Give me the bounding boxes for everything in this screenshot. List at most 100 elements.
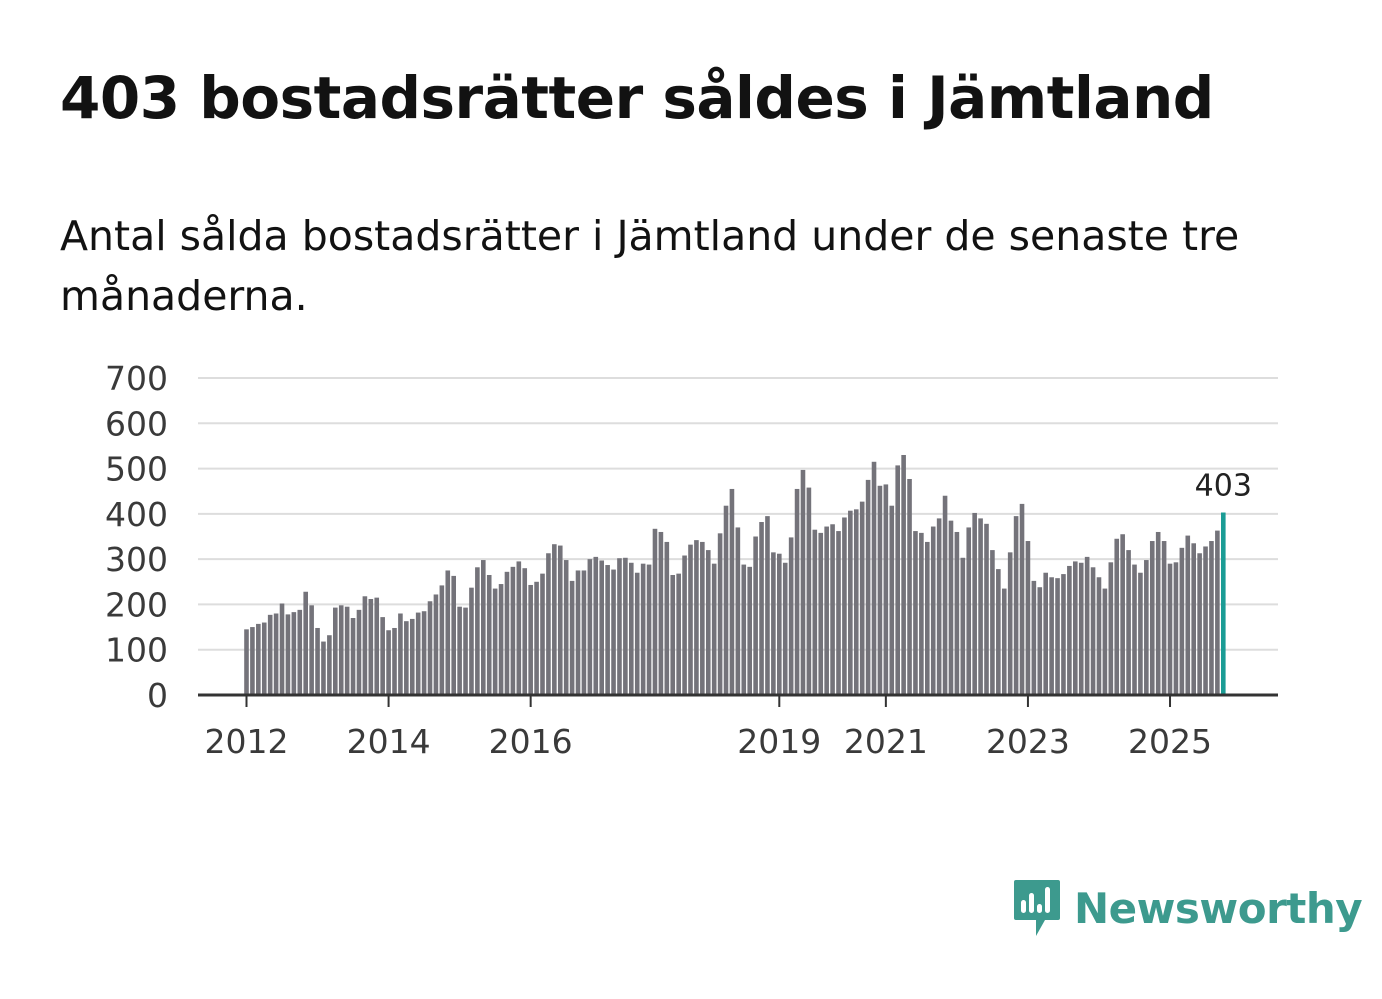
bar (1120, 534, 1125, 695)
bar (546, 553, 551, 695)
bar (1185, 535, 1191, 695)
bar (996, 569, 1001, 695)
x-tick-label: 2014 (347, 722, 431, 761)
bar (676, 573, 681, 695)
bar (741, 564, 747, 695)
bar (297, 609, 303, 695)
bar (771, 552, 776, 695)
bar (853, 509, 859, 695)
bar (634, 572, 640, 695)
bar (486, 574, 492, 695)
bar (700, 541, 705, 695)
bar (1215, 530, 1220, 695)
newsworthy-logo[interactable]: Newsworthy (1012, 878, 1363, 938)
bar (1013, 516, 1019, 695)
bar (652, 528, 658, 695)
bar (605, 565, 610, 695)
newsworthy-logo-icon (1014, 880, 1060, 936)
axes (198, 693, 1278, 707)
bar (250, 627, 255, 695)
bar (705, 550, 711, 695)
bar (735, 527, 741, 695)
bar (1019, 503, 1025, 695)
bar (599, 560, 604, 695)
y-tick-label: 300 (105, 540, 168, 579)
bar (540, 573, 545, 695)
bar (1055, 578, 1060, 695)
x-tick-label: 2025 (1128, 722, 1212, 761)
bar (800, 469, 806, 695)
bar (1078, 562, 1084, 695)
bar (948, 520, 954, 695)
bar (309, 605, 314, 695)
bar (788, 537, 794, 695)
bar (1001, 588, 1007, 695)
bar (1132, 564, 1137, 695)
bar (913, 531, 918, 695)
bar (522, 568, 528, 695)
y-tick-label: 500 (105, 450, 168, 489)
bar (682, 555, 687, 695)
bar (889, 505, 895, 695)
bar (1067, 565, 1072, 695)
x-tick-label: 2023 (986, 722, 1070, 761)
bar (261, 622, 267, 695)
bar (1031, 580, 1037, 695)
bar (765, 516, 770, 695)
bar (623, 557, 628, 695)
bar (1084, 556, 1090, 695)
bar (1155, 531, 1161, 695)
bar (978, 518, 983, 695)
bar (1197, 553, 1202, 695)
bar (842, 517, 847, 695)
bar (830, 524, 835, 695)
bar (1179, 547, 1185, 695)
bar (954, 531, 960, 695)
bar (1037, 587, 1043, 695)
bar (1114, 538, 1120, 695)
bar (433, 594, 439, 695)
bar (1102, 588, 1108, 695)
bar (504, 571, 510, 695)
bar (244, 629, 249, 695)
bar (1061, 574, 1066, 695)
bar (374, 597, 380, 695)
bar (1090, 567, 1096, 695)
bar (759, 522, 764, 695)
bar (445, 570, 451, 695)
bar (498, 584, 504, 695)
bar (1096, 577, 1102, 695)
bar (421, 611, 427, 695)
bar (303, 591, 308, 695)
bar (747, 566, 752, 695)
bar-chart: 0 100 200 300 400 500 600 700 2012 2014 2016 2019 20… (105, 359, 1278, 761)
bar (1049, 577, 1054, 695)
bar (1173, 562, 1179, 695)
bar (925, 541, 930, 695)
bar (1191, 543, 1196, 695)
bar (895, 465, 900, 695)
newsworthy-logo-text: Newsworthy (1074, 883, 1363, 933)
bar (587, 559, 593, 695)
bar (1203, 546, 1208, 695)
labels: 0 100 200 300 400 500 600 700 2012 2014 2016 2019 20… (105, 359, 1252, 761)
bar-highlighted (1221, 512, 1226, 695)
bar (848, 510, 853, 695)
y-tick-label: 0 (147, 676, 168, 715)
bar (344, 606, 350, 695)
bar (552, 544, 557, 695)
bar (806, 487, 812, 695)
bar (907, 478, 912, 695)
bar (563, 560, 569, 695)
bar (368, 598, 374, 695)
bar (285, 614, 291, 695)
bar (557, 545, 563, 695)
bar (688, 544, 693, 695)
bar (1043, 572, 1048, 695)
bar (273, 613, 279, 695)
bar (380, 617, 385, 695)
bar (711, 563, 717, 695)
bar (611, 569, 616, 695)
bar (1108, 562, 1114, 695)
bar (859, 501, 865, 695)
